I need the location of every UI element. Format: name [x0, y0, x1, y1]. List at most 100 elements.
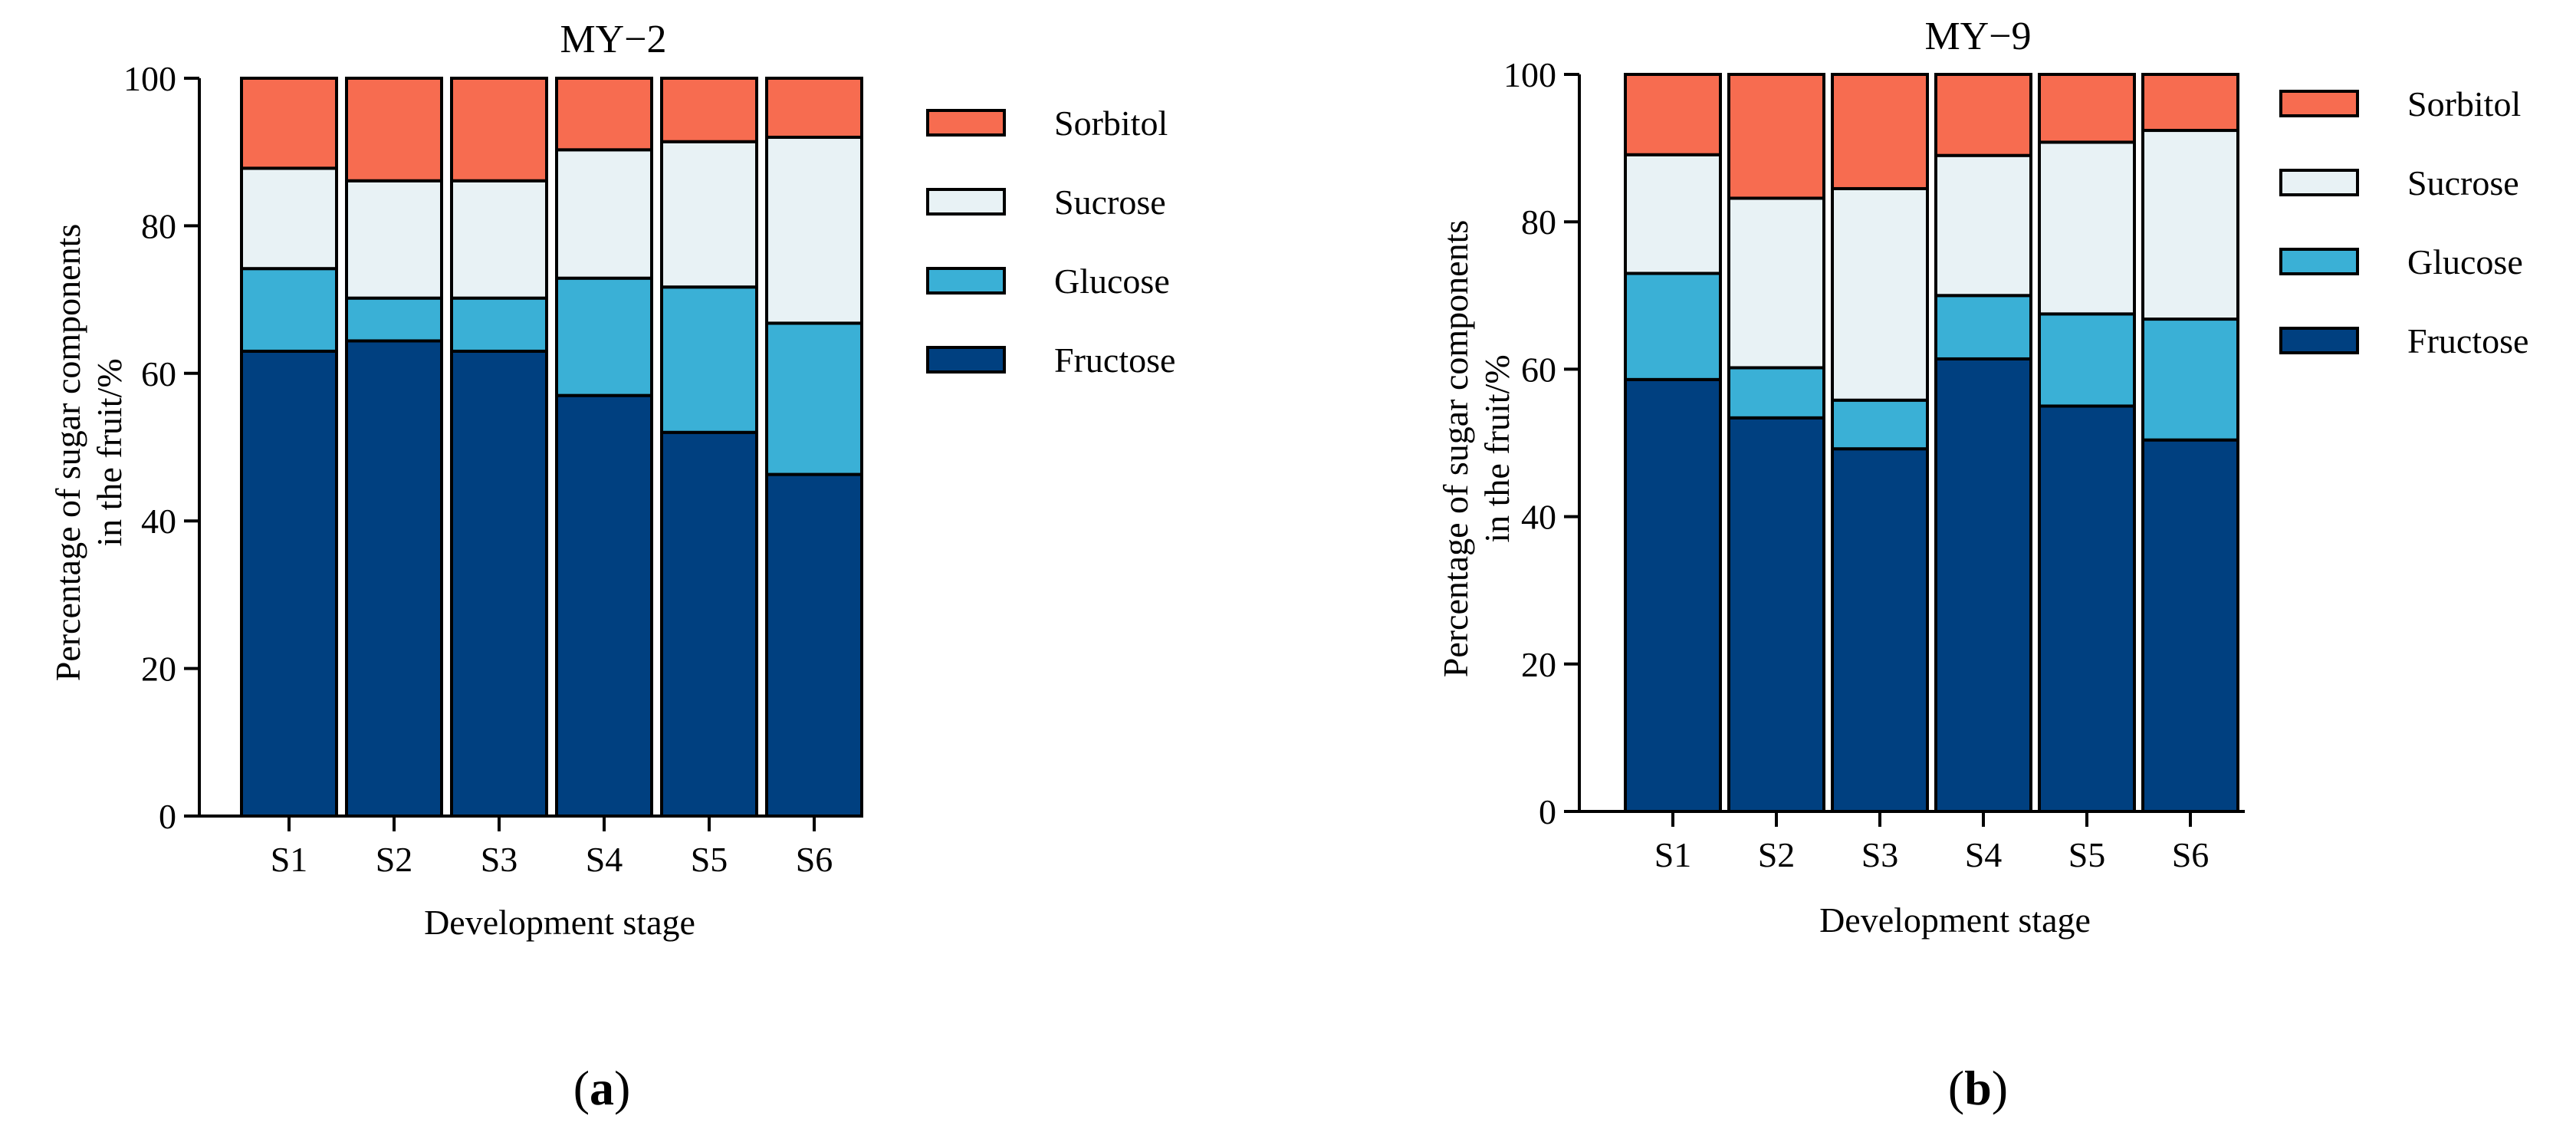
panel-a: MY−2 Percentage of sugar components in t… [48, 18, 1175, 1115]
y-tick-label: 40 [141, 502, 176, 541]
x-tick-label: S5 [2068, 835, 2106, 874]
bar-glucose-s4 [1934, 294, 2032, 360]
y-axis-label-line-1: Percentage of sugar components [1436, 220, 1475, 678]
bar-fructose-s6 [765, 472, 863, 818]
bar-sucrose-s2 [1727, 196, 1825, 370]
x-tick-label: S2 [1758, 835, 1796, 874]
bar-sorbitol-s6 [2141, 73, 2239, 133]
bar-sucrose-s1 [1624, 153, 1722, 275]
y-tick-label: 20 [1521, 645, 1556, 684]
bar-sucrose-s5 [2038, 140, 2136, 316]
bar-sucrose-s2 [345, 179, 443, 300]
panel-caption-b: (b) [1948, 1061, 2008, 1115]
bar-glucose-s2 [345, 296, 443, 343]
axes [1578, 74, 2245, 813]
bar-fructose-s1 [240, 349, 338, 818]
x-axis-label: Development stage [1819, 900, 2091, 940]
legend-label-sorbitol: Sorbitol [1054, 104, 1168, 143]
legend-swatch-glucose [2279, 248, 2359, 275]
y-tick-label: 100 [1503, 55, 1556, 94]
x-ticks: S1 S2 S3 S4 S5 S6 [1654, 811, 2210, 874]
bar-glucose-s5 [2038, 312, 2136, 408]
bar-sorbitol-s1 [1624, 73, 1722, 156]
legend-swatch-sucrose [926, 188, 1006, 216]
bar-sucrose-s3 [450, 179, 548, 300]
bar-sucrose-s1 [240, 166, 338, 271]
bar-fructose-s3 [450, 349, 548, 818]
bar-fructose-s5 [660, 430, 758, 818]
bar-fructose-s6 [2141, 438, 2239, 813]
y-axis-label-line-2: in the fruit/% [90, 358, 129, 546]
x-tick-label: S1 [271, 840, 308, 879]
bar-glucose-s3 [1831, 398, 1929, 451]
legend-swatch-sucrose [2279, 169, 2359, 196]
bar-fructose-s2 [1727, 416, 1825, 813]
x-tick-label: S2 [376, 840, 413, 879]
legend-label-sorbitol: Sorbitol [2407, 84, 2521, 123]
y-axis-label-line-1: Percentage of sugar components [48, 224, 87, 682]
legend-swatch-sorbitol [926, 109, 1006, 137]
bar-fructose-s5 [2038, 404, 2136, 813]
y-tick-label: 40 [1521, 498, 1556, 537]
x-tick-label: S1 [1654, 835, 1692, 874]
bar-fructose-s2 [345, 339, 443, 818]
axes [198, 78, 863, 818]
bar-fructose-s4 [555, 393, 653, 818]
bar-glucose-s1 [1624, 272, 1722, 381]
y-axis-label: Percentage of sugar components in the fr… [48, 224, 129, 682]
y-tick-label: 100 [123, 59, 176, 98]
legend-label-sucrose: Sucrose [2407, 163, 2519, 202]
bar-sorbitol-s4 [1934, 73, 2032, 157]
bar-sucrose-s5 [660, 140, 758, 289]
bar-fructose-s3 [1831, 447, 1929, 813]
y-tick-label: 0 [1539, 792, 1556, 831]
x-tick-label: S4 [586, 840, 623, 879]
legend-swatch-glucose [926, 267, 1006, 295]
bar-sucrose-s4 [1934, 153, 2032, 298]
bar-sucrose-s4 [555, 148, 653, 280]
x-tick-label: S3 [1861, 835, 1899, 874]
bar-sorbitol-s3 [1831, 73, 1929, 190]
legend-swatch-fructose [926, 346, 1006, 374]
chart-title: MY−2 [560, 18, 666, 61]
x-tick-label: S3 [481, 840, 518, 879]
y-tick-label: 60 [1521, 350, 1556, 389]
bar-sorbitol-s2 [1727, 73, 1825, 200]
x-axis-label: Development stage [424, 903, 695, 942]
legend-swatch-fructose [2279, 327, 2359, 354]
bar-glucose-s3 [450, 296, 548, 353]
panel-caption-a: (a) [573, 1061, 631, 1115]
bar-sucrose-s6 [765, 135, 863, 325]
y-axis-label-line-2: in the fruit/% [1477, 354, 1516, 542]
bar-fructose-s1 [1624, 377, 1722, 813]
chart-title: MY−9 [1924, 15, 2031, 58]
bar-sucrose-s3 [1831, 186, 1929, 402]
bar-glucose-s4 [555, 276, 653, 397]
bar-sorbitol-s5 [2038, 73, 2136, 144]
legend-swatch-sorbitol [2279, 90, 2359, 117]
y-tick-label: 0 [159, 797, 176, 836]
bar-sucrose-s6 [2141, 129, 2239, 321]
x-ticks: S1 S2 S3 S4 S5 S6 [271, 816, 833, 879]
bar-sorbitol-s5 [660, 77, 758, 143]
bar-sorbitol-s2 [345, 77, 443, 183]
x-tick-label: S5 [691, 840, 728, 879]
y-ticks: 0 20 40 60 80 100 [123, 59, 199, 836]
bar-glucose-s6 [2141, 318, 2239, 442]
bar-sorbitol-s6 [765, 77, 863, 139]
x-tick-label: S6 [796, 840, 833, 879]
legend-label-glucose: Glucose [1054, 262, 1170, 301]
y-ticks: 0 20 40 60 80 100 [1503, 55, 1579, 831]
bar-glucose-s5 [660, 285, 758, 434]
y-tick-label: 60 [141, 354, 176, 393]
x-tick-label: S6 [2172, 835, 2210, 874]
y-tick-label: 20 [141, 650, 176, 689]
bars [240, 77, 863, 818]
bar-glucose-s1 [240, 267, 338, 353]
y-tick-label: 80 [141, 206, 176, 245]
bar-glucose-s6 [765, 321, 863, 476]
legend: Sorbitol Sucrose Glucose Fructose [926, 104, 1175, 380]
bar-glucose-s2 [1727, 366, 1825, 420]
